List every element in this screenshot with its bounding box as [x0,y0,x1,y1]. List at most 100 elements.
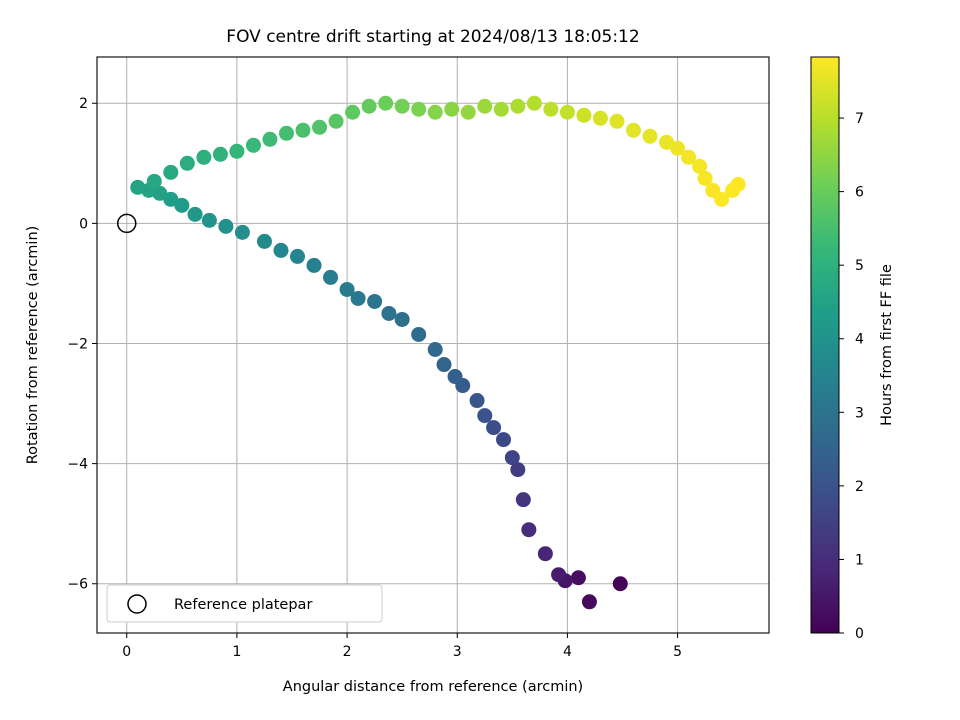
x-tick-label: 1 [232,644,241,660]
colorbar [811,57,839,633]
data-point [367,293,383,309]
y-tick-label: 0 [79,216,88,232]
data-point [163,191,179,207]
colorbar-ticks: 0 1 2 3 4 5 6 7 [839,111,864,642]
data-point [411,326,427,342]
legend: Reference platepar [106,584,383,623]
data-point [625,122,641,138]
data-point [486,420,502,436]
data-point [163,164,179,180]
y-tick-label: 2 [79,96,88,112]
data-point [411,101,427,117]
data-point [427,104,443,120]
colorbar-tick-label: 0 [855,626,864,642]
data-point [460,104,476,120]
data-point [289,248,305,264]
y-axis-ticks: −6 −4 −2 0 2 [67,96,97,593]
data-point [730,176,746,192]
colorbar-tick-label: 2 [855,479,864,495]
data-point [312,119,328,135]
data-point [187,206,203,222]
data-point [447,369,463,385]
data-point [659,134,675,150]
data-point [328,113,344,129]
x-tick-label: 3 [453,644,462,660]
x-tick-label: 4 [563,644,572,660]
colorbar-tick-label: 7 [855,111,864,127]
data-point [234,224,250,240]
data-point [526,95,542,111]
y-tick-label: −6 [67,577,88,593]
data-point [642,128,658,144]
colorbar-label: Hours from first FF file [879,264,895,426]
data-point [201,212,217,228]
data-point [394,98,410,114]
data-point [521,522,537,538]
data-point [609,113,625,129]
x-axis-label: Angular distance from reference (arcmin) [283,679,583,695]
data-point [323,269,339,285]
data-point [361,98,377,114]
data-point [295,122,311,138]
data-point [306,257,322,273]
data-point [670,140,686,156]
data-point [262,131,278,147]
y-tick-label: −4 [67,457,88,473]
data-point [581,594,597,610]
y-tick-label: −2 [67,336,88,352]
data-point [477,98,493,114]
data-point [212,146,228,162]
data-point [570,570,586,586]
data-point [559,104,575,120]
data-point [245,137,261,153]
data-point [350,290,366,306]
data-point [179,155,195,171]
data-point [444,101,460,117]
chart-title: FOV centre drift starting at 2024/08/13 … [226,27,639,47]
data-point [381,305,397,321]
reference-platepar-marker [116,213,137,234]
data-point [515,492,531,508]
data-point [576,107,592,123]
data-point [477,408,493,424]
data-point [273,242,289,258]
legend-box [106,584,383,623]
data-points [130,95,746,610]
data-point [345,104,361,120]
y-axis-label: Rotation from reference (arcmin) [25,226,41,465]
data-point [394,311,410,327]
data-point [174,197,190,213]
colorbar-tick-label: 5 [855,258,864,274]
data-point [692,158,708,174]
data-point [146,173,162,189]
colorbar-tick-label: 6 [855,185,864,201]
data-point [218,218,234,234]
plot-frame [96,56,770,634]
data-point [436,357,452,373]
data-point [339,281,355,297]
data-point [196,149,212,165]
data-point [378,95,394,111]
colorbar-tick-label: 1 [855,552,864,568]
data-point [504,450,520,466]
data-point [543,101,559,117]
colorbar-tick-label: 3 [855,405,864,421]
data-point [469,393,485,409]
data-point [714,191,730,207]
data-point [510,462,526,478]
colorbar-tick-label: 4 [855,332,864,348]
data-point [697,170,713,186]
legend-marker [127,594,147,614]
x-tick-label: 2 [343,644,352,660]
x-axis-ticks: 0 1 2 3 4 5 [122,633,682,660]
data-point [493,101,509,117]
grid-lines [97,57,769,633]
data-point [510,98,526,114]
data-point [592,110,608,126]
data-point [612,576,628,592]
data-point [537,546,553,562]
data-point [427,342,443,358]
data-point [130,179,146,195]
data-point [551,567,567,583]
